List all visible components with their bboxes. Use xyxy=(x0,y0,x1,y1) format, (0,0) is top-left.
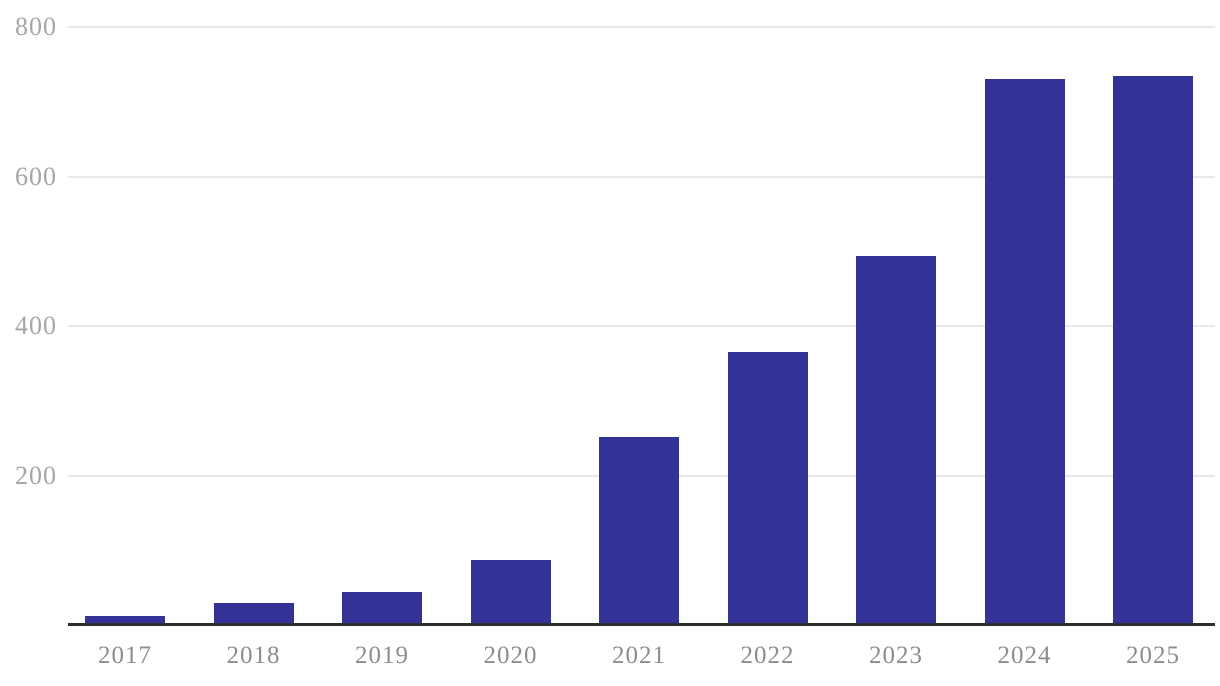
x-tick-label-2020: 2020 xyxy=(483,642,538,669)
x-tick-label-2018: 2018 xyxy=(226,642,281,669)
bar-2022 xyxy=(727,352,808,625)
y-tick-label-600: 600 xyxy=(15,161,57,191)
bar-2019 xyxy=(342,592,422,625)
x-tick-label-2022: 2022 xyxy=(740,642,795,669)
bar-2025 xyxy=(1113,76,1193,625)
y-tick-label-400: 400 xyxy=(15,311,57,340)
gridline-400 xyxy=(68,325,1215,327)
bar-2024 xyxy=(984,79,1065,625)
y-tick-label-800: 800 xyxy=(15,12,57,41)
x-tick-label-2024: 2024 xyxy=(997,642,1052,669)
x-tick-label-2023: 2023 xyxy=(869,642,923,669)
bar-2018 xyxy=(213,602,294,625)
bar-2021 xyxy=(599,436,679,625)
gridline-600 xyxy=(68,175,1215,178)
bar-2020 xyxy=(470,559,551,625)
x-tick-label-2021: 2021 xyxy=(612,642,666,669)
x-tick-label-2025: 2025 xyxy=(1126,642,1180,669)
x-tick-label-2019: 2019 xyxy=(355,642,409,669)
bar-2023 xyxy=(856,256,936,625)
y-tick-label-200: 200 xyxy=(15,460,57,490)
x-tick-label-2017: 2017 xyxy=(98,642,152,669)
x-axis-line xyxy=(68,623,1215,626)
gridline-800 xyxy=(68,26,1215,28)
bar-2017 xyxy=(85,616,165,625)
